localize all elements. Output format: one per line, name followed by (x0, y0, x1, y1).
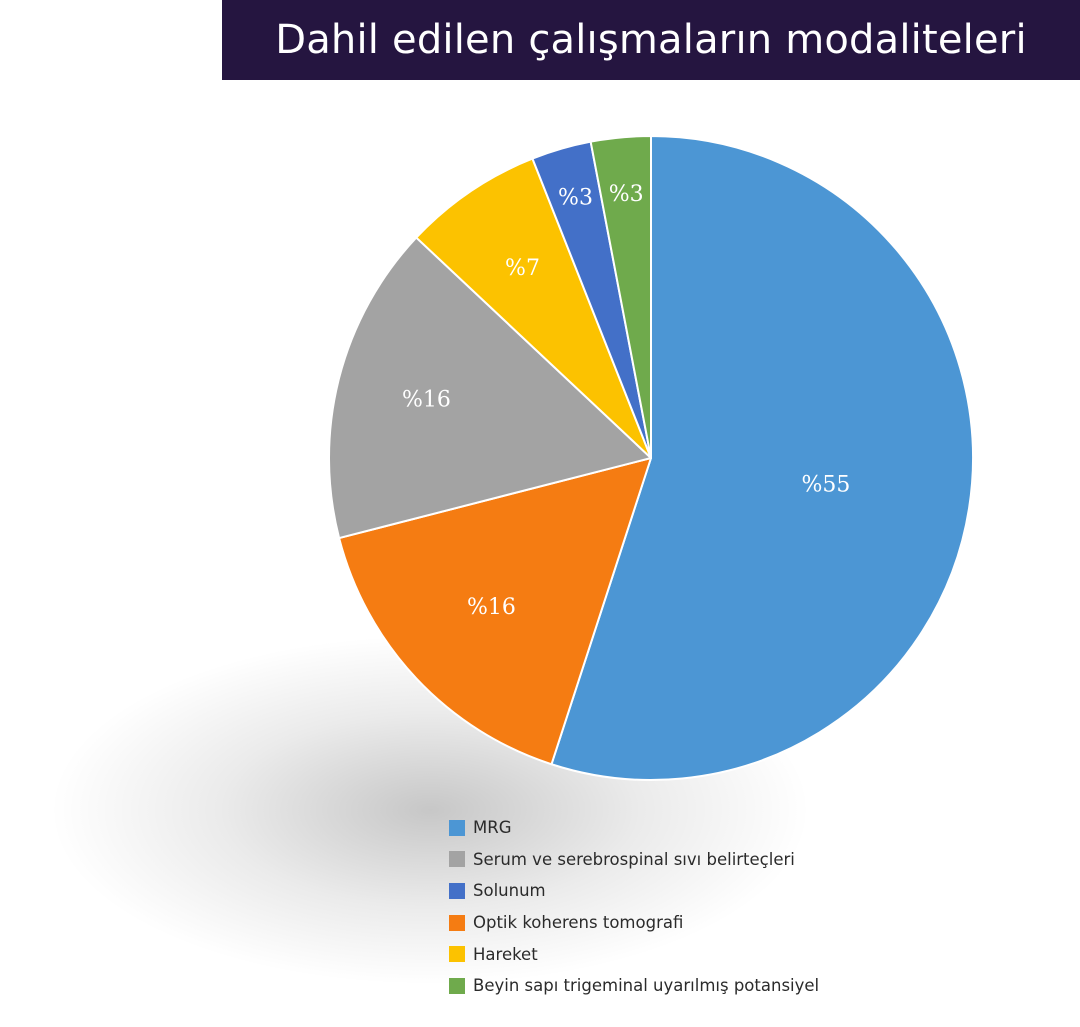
pie-slice-labels: %55 %16 %16 %7 %3 %3 (402, 182, 850, 620)
legend-swatch (449, 851, 465, 868)
legend-item: Beyin sapı trigeminal uyarılmış potansiy… (449, 970, 819, 1002)
legend-item: Hareket (449, 938, 819, 970)
legend-label: Serum ve serebrospinal sıvı belirteçleri (473, 849, 795, 869)
legend-item: Optik koherens tomografi (449, 907, 819, 939)
pie-slice (338, 457, 652, 766)
chart-title: Dahil edilen çalışmaların modaliteleri (275, 17, 1027, 63)
chart-legend: MRG Serum ve serebrospinal sıvı belirteçl… (449, 812, 819, 1002)
legend-swatch (449, 977, 465, 994)
slice-data-label: %16 (467, 595, 516, 620)
legend-label: Hareket (473, 944, 538, 964)
legend-swatch (449, 946, 465, 963)
legend-swatch (449, 914, 465, 931)
slice-data-label: %3 (558, 185, 593, 210)
legend-item: MRG (449, 812, 819, 844)
slice-data-label: %55 (801, 473, 850, 498)
pie-slice (589, 135, 652, 459)
chart-title-bar: Dahil edilen çalışmaların modaliteleri (222, 0, 1080, 80)
legend-label: Optik koherens tomografi (473, 913, 684, 933)
legend-item: Solunum (449, 875, 819, 907)
pie-slice (415, 157, 652, 459)
legend-label: MRG (473, 818, 512, 838)
pie-slice (550, 135, 975, 781)
legend-swatch (449, 882, 465, 899)
legend-label: Beyin sapı trigeminal uyarılmış potansiy… (473, 976, 820, 996)
pie-slice (328, 236, 652, 540)
legend-swatch (449, 819, 465, 836)
slice-data-label: %16 (402, 387, 451, 412)
slice-data-label: %7 (505, 256, 540, 281)
pie-slices (328, 135, 975, 781)
legend-label: Solunum (473, 881, 546, 901)
slice-data-label: %3 (609, 182, 644, 207)
legend-item: Serum ve serebrospinal sıvı belirteçleri (449, 844, 819, 876)
